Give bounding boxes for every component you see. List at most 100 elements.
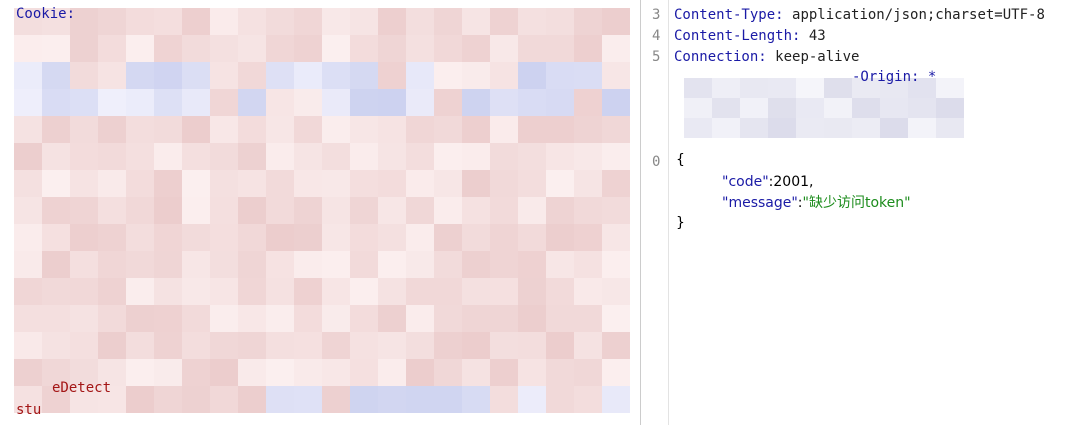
mosaic-cell (490, 305, 518, 332)
cookie-label: Cookie: (16, 6, 76, 22)
mosaic-cell (210, 62, 238, 89)
mosaic-cell (266, 8, 294, 35)
line-number: 0 (652, 154, 661, 170)
mosaic-cell (14, 332, 42, 359)
mosaic-cell (490, 251, 518, 278)
mosaic-cell (546, 89, 574, 116)
mosaic-cell (70, 359, 98, 386)
mosaic-cell (210, 35, 238, 62)
mosaic-cell (406, 305, 434, 332)
mosaic-cell (14, 170, 42, 197)
mosaic-cell (322, 35, 350, 62)
mosaic-cell (462, 332, 490, 359)
mosaic-cell (796, 78, 824, 98)
mosaic-cell (712, 78, 740, 98)
mosaic-cell (294, 89, 322, 116)
mosaic-cell (42, 8, 70, 35)
mosaic-cell (322, 89, 350, 116)
mosaic-cell (210, 386, 238, 413)
mosaic-cell (238, 143, 266, 170)
json-brace: { (676, 152, 685, 168)
mosaic-cell (182, 143, 210, 170)
mosaic-cell (518, 89, 546, 116)
mosaic-cell (908, 78, 936, 98)
mosaic-cell (462, 224, 490, 251)
mosaic-cell (322, 359, 350, 386)
mosaic-cell (462, 143, 490, 170)
mosaic-cell (154, 359, 182, 386)
mosaic-cell (378, 8, 406, 35)
mosaic-cell (824, 118, 852, 138)
mosaic-cell (322, 278, 350, 305)
mosaic-cell (294, 359, 322, 386)
mosaic-cell (210, 197, 238, 224)
mosaic-cell (322, 62, 350, 89)
mosaic-cell (266, 170, 294, 197)
mosaic-cell (42, 170, 70, 197)
mosaic-cell (574, 116, 602, 143)
mosaic-cell (546, 305, 574, 332)
mosaic-cell (98, 170, 126, 197)
mosaic-cell (518, 278, 546, 305)
mosaic-cell (294, 305, 322, 332)
mosaic-cell (98, 197, 126, 224)
mosaic-cell (126, 224, 154, 251)
mosaic-cell (378, 62, 406, 89)
mosaic-cell (98, 143, 126, 170)
mosaic-cell (434, 278, 462, 305)
json-value: 2001, (773, 174, 814, 190)
mosaic-cell (210, 251, 238, 278)
mosaic-cell (434, 332, 462, 359)
mosaic-cell (490, 224, 518, 251)
mosaic-cell (350, 116, 378, 143)
mosaic-cell (98, 332, 126, 359)
mosaic-cell (14, 8, 42, 35)
mosaic-cell (266, 197, 294, 224)
mosaic-cell (42, 332, 70, 359)
mosaic-cell (462, 62, 490, 89)
mosaic-cell (602, 332, 630, 359)
mosaic-cell (70, 62, 98, 89)
mosaic-cell (518, 8, 546, 35)
mosaic-cell (546, 35, 574, 62)
mosaic-cell (266, 359, 294, 386)
mosaic-cell (490, 386, 518, 413)
mosaic-cell (378, 251, 406, 278)
mosaic-cell (70, 332, 98, 359)
mosaic-cell (14, 386, 42, 413)
mosaic-cell (602, 170, 630, 197)
mosaic-cell (238, 278, 266, 305)
mosaic-cell (434, 143, 462, 170)
mosaic-cell (70, 170, 98, 197)
mosaic-cell (266, 224, 294, 251)
mosaic-cell (210, 170, 238, 197)
gutter-line (668, 0, 669, 425)
mosaic-cell (154, 251, 182, 278)
header-value: keep-alive (775, 49, 860, 65)
json-key: "message" (722, 195, 798, 211)
mosaic-cell (294, 332, 322, 359)
mosaic-cell (378, 386, 406, 413)
mosaic-cell (154, 62, 182, 89)
mosaic-cell (434, 305, 462, 332)
mosaic-cell (574, 143, 602, 170)
mosaic-cell (98, 224, 126, 251)
mosaic-cell (182, 116, 210, 143)
header-value: 43 (808, 28, 826, 44)
mosaic-cell (238, 8, 266, 35)
mosaic-cell (266, 116, 294, 143)
line-number: 4 (652, 28, 661, 44)
mosaic-cell (182, 278, 210, 305)
mosaic-cell (14, 305, 42, 332)
mosaic-cell (574, 62, 602, 89)
mosaic-cell (602, 224, 630, 251)
mosaic-cell (406, 278, 434, 305)
mosaic-cell (434, 62, 462, 89)
text-fragment: eDetect (52, 380, 112, 396)
mosaic-cell (602, 35, 630, 62)
mosaic-cell (740, 98, 768, 118)
mosaic-cell (266, 35, 294, 62)
mosaic-cell (602, 8, 630, 35)
mosaic-cell (70, 143, 98, 170)
